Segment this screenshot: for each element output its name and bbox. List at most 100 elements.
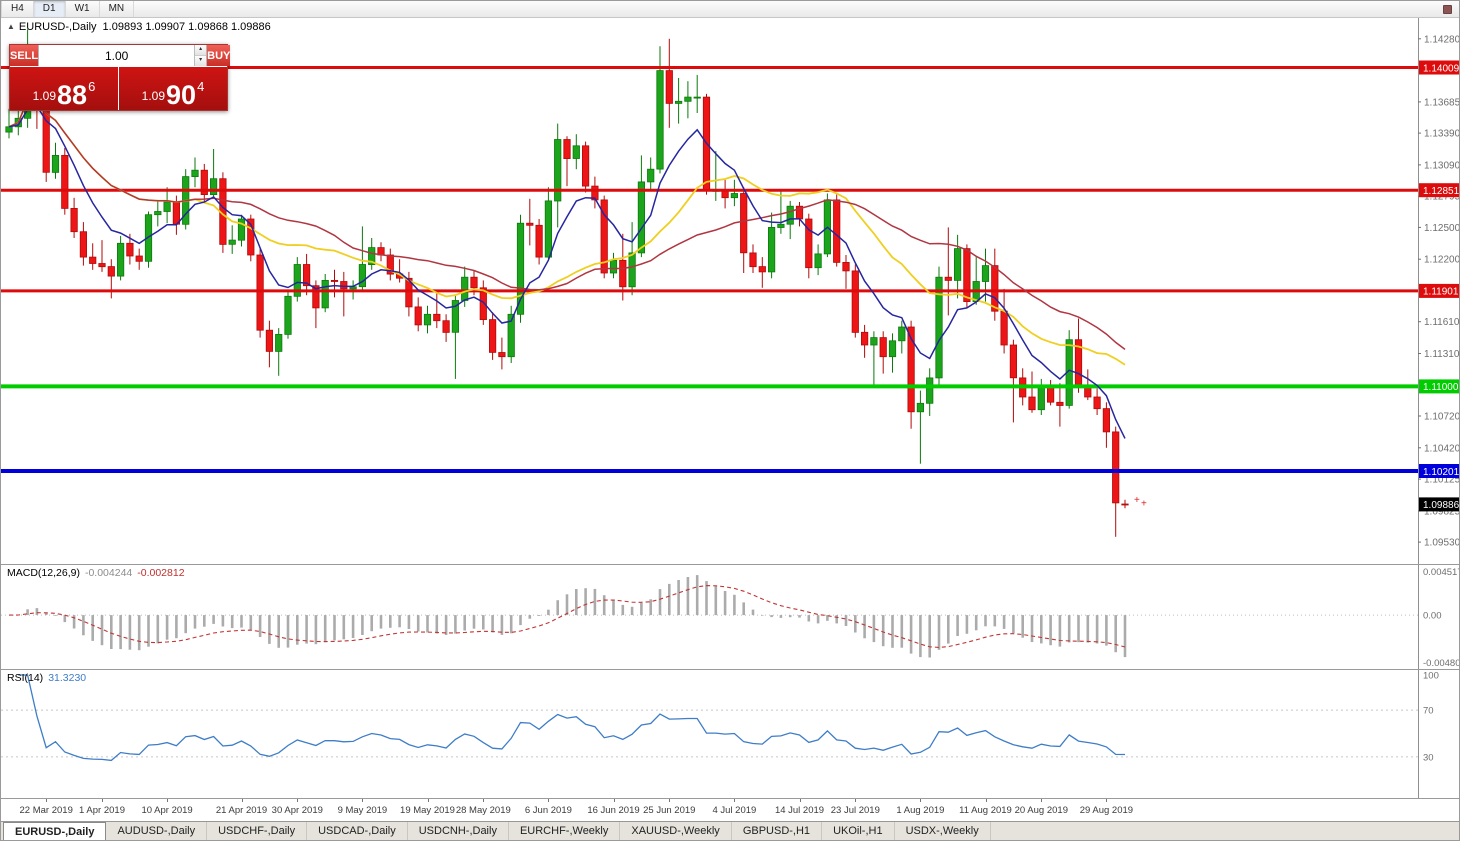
bid-price-display[interactable]: 1.09 88 6: [10, 67, 118, 110]
svg-text:30: 30: [1423, 752, 1434, 763]
price-axis-label: 1.11000: [1419, 379, 1459, 394]
chart-tab[interactable]: XAUUSD-,Weekly: [620, 822, 732, 840]
timeframe-button-h4[interactable]: H4: [1, 1, 34, 17]
chart-quote-ohlc: 1.09893 1.09907 1.09868 1.09886: [102, 21, 271, 33]
date-label: 4 Jul 2019: [712, 805, 757, 816]
svg-text:1.12500: 1.12500: [1424, 223, 1459, 234]
macd-histogram: [16, 575, 1127, 658]
date-label: 28 May 2019: [455, 805, 511, 816]
chart-tab[interactable]: USDX-,Weekly: [895, 822, 991, 840]
date-label: 11 Aug 2019: [959, 805, 1012, 816]
svg-text:1.09530: 1.09530: [1424, 538, 1459, 549]
svg-text:1.13090: 1.13090: [1424, 160, 1459, 171]
svg-text:1.10720: 1.10720: [1424, 412, 1459, 423]
svg-text:+: +: [1134, 495, 1140, 506]
rsi-value: 31.3230: [48, 672, 87, 684]
chart-tab[interactable]: USDCHF-,Daily: [207, 822, 308, 840]
svg-text:-0.00480: -0.00480: [1423, 658, 1459, 669]
toolbar-corner-icon[interactable]: [1443, 5, 1452, 14]
date-tick: [548, 799, 550, 802]
chart-tab[interactable]: EURCHF-,Weekly: [509, 822, 621, 840]
date-label: 29 Aug 2019: [1079, 805, 1134, 816]
macd-header: MACD(12,26,9) -0.004244 -0.002812: [7, 567, 185, 579]
volume-input[interactable]: [39, 45, 195, 66]
date-label: 22 Mar 2019: [19, 805, 73, 816]
svg-text:1.11901: 1.11901: [1423, 287, 1459, 298]
date-label: 10 Apr 2019: [141, 805, 193, 816]
rsi-line: [18, 674, 1126, 762]
date-tick: [102, 799, 103, 802]
chart-window: 1.142801.136851.133901.130901.127951.125…: [1, 18, 1459, 823]
svg-text:1.14009: 1.14009: [1423, 63, 1459, 74]
ask-prefix: 1.09: [141, 89, 166, 103]
svg-text:0.004517: 0.004517: [1423, 567, 1459, 578]
svg-text:100: 100: [1423, 671, 1439, 682]
collapse-trade-panel-icon[interactable]: ▲: [7, 22, 15, 31]
svg-text:1.11310: 1.11310: [1424, 349, 1459, 360]
chart-tab[interactable]: EURUSD-,Daily: [3, 822, 107, 840]
ma-slow-line: [8, 97, 1126, 350]
svg-text:1.12851: 1.12851: [1423, 186, 1459, 197]
svg-text:1.13685: 1.13685: [1424, 97, 1459, 108]
date-axis[interactable]: 22 Mar 2019 1 Apr 2019 10 Apr 2019 21 Apr 2…: [1, 798, 1459, 823]
timeframe-button-d1[interactable]: D1: [33, 1, 66, 17]
date-tick: [427, 799, 429, 802]
level-lines-group: [1, 66, 1418, 473]
ask-pipette: 4: [197, 79, 205, 94]
one-click-trade-panel: SELL ▴ ▾ BUY 1.09886 1.099: [9, 44, 231, 111]
date-label: 20 Aug 2019: [1014, 805, 1068, 816]
volume-decrease-icon[interactable]: ▾: [195, 56, 207, 66]
svg-text:1.09825: 1.09825: [1424, 506, 1459, 517]
trade-panel-controls: SELL ▴ ▾ BUY: [10, 45, 231, 66]
chart-tabs-bar: EURUSD-,Daily AUDUSD-,Daily USDCHF-,Daily U…: [1, 821, 1459, 840]
date-tick: [920, 799, 922, 802]
svg-text:+: +: [1141, 498, 1147, 509]
macd-canvas[interactable]: 0.004517 0.00 -0.00480: [1, 565, 1459, 669]
date-tick: [855, 799, 857, 802]
chart-tab[interactable]: USDCNH-,Daily: [408, 822, 509, 840]
rsi-canvas[interactable]: 100 70 30: [1, 670, 1459, 798]
macd-signal-value: -0.002812: [137, 567, 185, 579]
date-tick: [985, 799, 987, 802]
ask-price-display[interactable]: 1.09 90 4: [119, 67, 227, 110]
volume-increase-icon[interactable]: ▴: [195, 45, 207, 56]
chart-tab[interactable]: USDCAD-,Daily: [307, 822, 408, 840]
rsi-pane: 100 70 30 RSI(14) 31.3230: [1, 669, 1459, 798]
date-label: 30 Apr 2019: [271, 805, 323, 816]
buy-button[interactable]: BUY: [207, 45, 231, 66]
date-label: 25 Jun 2019: [643, 805, 696, 816]
chart-tab[interactable]: AUDUSD-,Daily: [106, 822, 208, 840]
timeframe-button-w1[interactable]: W1: [66, 1, 100, 17]
svg-text:1.10125: 1.10125: [1424, 475, 1459, 486]
rsi-label: RSI(14): [7, 672, 44, 684]
price-axis-label: 1.09886: [1419, 497, 1459, 512]
svg-text:1.09886: 1.09886: [1423, 500, 1459, 511]
date-tick: [241, 799, 243, 802]
date-tick: [483, 799, 485, 802]
date-tick: [362, 799, 364, 802]
macd-pane: 0.004517 0.00 -0.00480 MACD(12,26,9) -0.004…: [1, 564, 1459, 669]
svg-text:1.11000: 1.11000: [1423, 382, 1459, 393]
date-label: 6 Jun 2019: [524, 805, 572, 816]
date-label: 1 Apr 2019: [79, 805, 125, 816]
bid-big-digits: 88: [57, 79, 88, 110]
date-label: 1 Aug 2019: [896, 805, 945, 816]
macd-signal-line: [8, 585, 1126, 648]
price-chart-canvas[interactable]: 1.142801.136851.133901.130901.127951.125…: [1, 18, 1459, 564]
date-label: 14 Jul 2019: [774, 805, 825, 816]
timeframe-button-mn[interactable]: MN: [100, 1, 135, 17]
svg-text:1.13390: 1.13390: [1424, 129, 1459, 140]
chart-header: ▲ EURUSD-,Daily 1.09893 1.09907 1.09868 1.…: [7, 21, 271, 33]
chart-tab[interactable]: GBPUSD-,H1: [732, 822, 823, 840]
sell-button[interactable]: SELL: [10, 45, 39, 66]
chart-tab[interactable]: UKOil-,H1: [822, 822, 895, 840]
timeframe-toolbar: H4 D1 W1 MN: [1, 1, 1459, 18]
price-axis-label: 1.12851: [1419, 183, 1459, 198]
date-label: 23 Jul 2019: [830, 805, 880, 816]
svg-text:1.14280: 1.14280: [1424, 34, 1459, 45]
date-tick: [297, 799, 299, 802]
chart-symbol-label: EURUSD-,Daily: [18, 21, 97, 33]
svg-text:1.12200: 1.12200: [1424, 255, 1459, 266]
trade-panel-prices: 1.09 88 6 1.09 90 4: [10, 67, 227, 110]
